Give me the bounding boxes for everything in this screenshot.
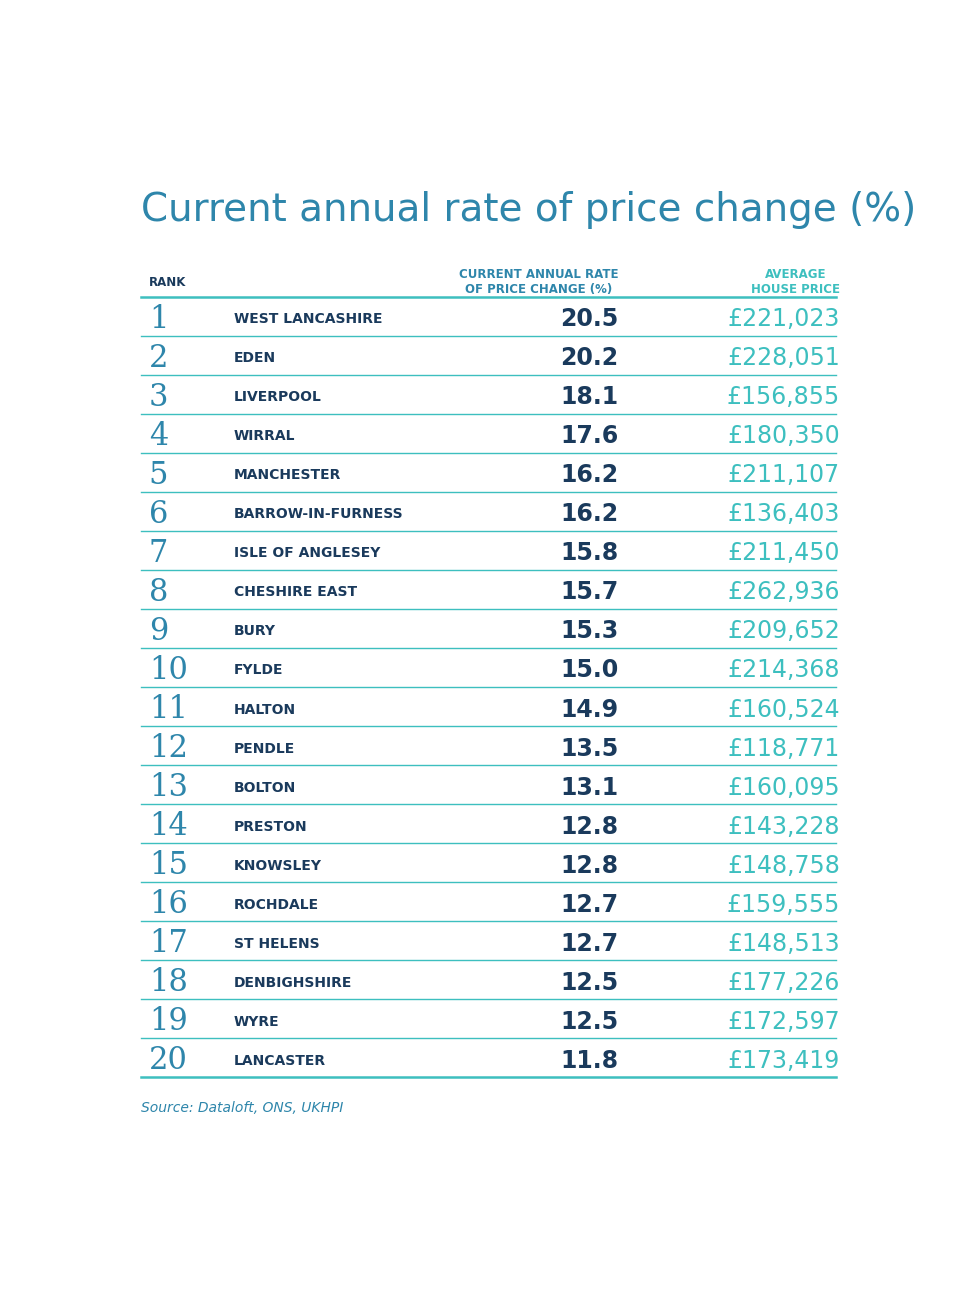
Text: £160,095: £160,095 (727, 776, 840, 800)
Text: £143,228: £143,228 (727, 815, 840, 839)
Text: KNOWSLEY: KNOWSLEY (233, 858, 321, 872)
Text: EDEN: EDEN (233, 352, 275, 365)
Text: 1: 1 (149, 304, 168, 335)
Text: CHESHIRE EAST: CHESHIRE EAST (233, 585, 356, 600)
Text: BURY: BURY (233, 624, 275, 639)
Text: 4: 4 (149, 421, 168, 452)
Text: 5: 5 (149, 459, 168, 491)
Text: 18.1: 18.1 (559, 386, 618, 409)
Text: Current annual rate of price change (%): Current annual rate of price change (%) (141, 191, 916, 228)
Text: £173,419: £173,419 (727, 1049, 840, 1072)
Text: £221,023: £221,023 (727, 308, 840, 331)
Text: 16.2: 16.2 (559, 502, 618, 527)
Text: 14.9: 14.9 (559, 697, 618, 722)
Text: 20.2: 20.2 (559, 347, 618, 370)
Text: LIVERPOOL: LIVERPOOL (233, 391, 321, 404)
Text: £136,403: £136,403 (727, 502, 840, 527)
Text: £211,450: £211,450 (727, 541, 840, 566)
Text: 18: 18 (149, 967, 188, 998)
Text: 13: 13 (149, 772, 188, 803)
Text: PRESTON: PRESTON (233, 819, 307, 833)
Text: £211,107: £211,107 (727, 463, 840, 487)
Text: 13.1: 13.1 (559, 776, 618, 800)
Text: 15: 15 (149, 850, 188, 881)
Text: 7: 7 (149, 537, 168, 569)
Text: 12.5: 12.5 (559, 1010, 618, 1033)
Text: 20.5: 20.5 (559, 308, 618, 331)
Text: £118,771: £118,771 (727, 736, 840, 761)
Text: 15.7: 15.7 (559, 580, 618, 605)
Text: 13.5: 13.5 (559, 736, 618, 761)
Text: 8: 8 (149, 576, 168, 607)
Text: £228,051: £228,051 (726, 347, 840, 370)
Text: ST HELENS: ST HELENS (233, 937, 319, 950)
Text: £160,524: £160,524 (727, 697, 840, 722)
Text: CURRENT ANNUAL RATE
OF PRICE CHANGE (%): CURRENT ANNUAL RATE OF PRICE CHANGE (%) (458, 269, 618, 296)
Text: 12.8: 12.8 (559, 854, 618, 877)
Text: DENBIGHSHIRE: DENBIGHSHIRE (233, 976, 352, 989)
Text: ROCHDALE: ROCHDALE (233, 898, 318, 911)
Text: 2: 2 (149, 343, 168, 374)
Text: 12: 12 (149, 733, 188, 765)
Text: RANK: RANK (149, 275, 186, 288)
Text: 15.0: 15.0 (559, 658, 618, 683)
Text: MANCHESTER: MANCHESTER (233, 469, 341, 483)
Text: 11.8: 11.8 (559, 1049, 618, 1072)
Text: 12.5: 12.5 (559, 971, 618, 994)
Text: 9: 9 (149, 617, 168, 646)
Text: £177,226: £177,226 (727, 971, 840, 994)
Text: 6: 6 (149, 498, 168, 530)
Text: 17.6: 17.6 (559, 424, 618, 448)
Text: PENDLE: PENDLE (233, 741, 294, 755)
Text: BOLTON: BOLTON (233, 780, 295, 794)
Text: WYRE: WYRE (233, 1015, 279, 1029)
Text: 19: 19 (149, 1006, 188, 1037)
Text: LANCASTER: LANCASTER (233, 1054, 326, 1068)
Text: AVERAGE
HOUSE PRICE: AVERAGE HOUSE PRICE (750, 269, 840, 296)
Text: £159,555: £159,555 (726, 893, 840, 916)
Text: £172,597: £172,597 (727, 1010, 840, 1033)
Text: 15.8: 15.8 (559, 541, 618, 566)
Text: £209,652: £209,652 (726, 619, 840, 644)
Text: 10: 10 (149, 655, 188, 685)
Text: FYLDE: FYLDE (233, 663, 283, 678)
Text: 3: 3 (149, 382, 168, 413)
Text: 17: 17 (149, 928, 188, 959)
Text: 16: 16 (149, 889, 188, 920)
Text: £214,368: £214,368 (727, 658, 840, 683)
Text: HALTON: HALTON (233, 702, 295, 716)
Text: 15.3: 15.3 (559, 619, 618, 644)
Text: 11: 11 (149, 694, 188, 726)
Text: ISLE OF ANGLESEY: ISLE OF ANGLESEY (233, 546, 380, 561)
Text: 14: 14 (149, 811, 188, 842)
Text: WEST LANCASHIRE: WEST LANCASHIRE (233, 313, 382, 326)
Text: 16.2: 16.2 (559, 463, 618, 487)
Text: BARROW-IN-FURNESS: BARROW-IN-FURNESS (233, 508, 403, 522)
Text: £148,513: £148,513 (727, 932, 840, 955)
Text: 12.7: 12.7 (559, 932, 618, 955)
Text: 12.8: 12.8 (559, 815, 618, 839)
Text: 12.7: 12.7 (559, 893, 618, 916)
Text: £156,855: £156,855 (726, 386, 840, 409)
Text: £148,758: £148,758 (726, 854, 840, 877)
Text: Source: Dataloft, ONS, UKHPI: Source: Dataloft, ONS, UKHPI (141, 1101, 343, 1115)
Text: £262,936: £262,936 (727, 580, 840, 605)
Text: £180,350: £180,350 (726, 424, 840, 448)
Text: WIRRAL: WIRRAL (233, 430, 295, 444)
Text: 20: 20 (149, 1045, 188, 1076)
